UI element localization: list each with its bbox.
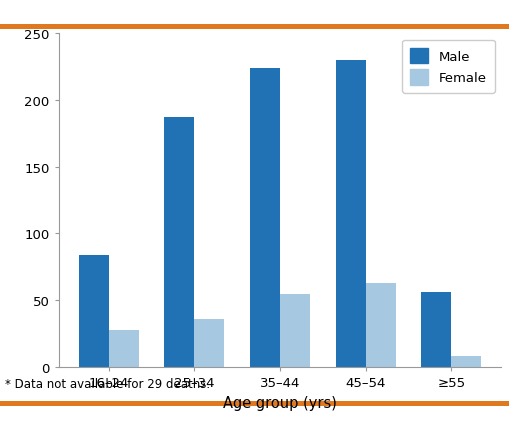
Text: * Data not available for 29 deaths.: * Data not available for 29 deaths. — [5, 377, 210, 391]
Text: Source: MMWR © 2008 Centers for Disease Control and Prevention (CDC): Source: MMWR © 2008 Centers for Disease … — [74, 412, 435, 421]
Bar — [164, 118, 194, 367]
Bar — [79, 255, 108, 367]
Bar — [0, 25, 509, 30]
Bar — [365, 283, 395, 367]
Bar — [250, 69, 280, 367]
Bar — [335, 60, 365, 367]
X-axis label: Age group (yrs): Age group (yrs) — [223, 394, 337, 410]
Bar — [280, 294, 310, 367]
Text: Medscape®: Medscape® — [6, 5, 94, 18]
Bar — [108, 330, 138, 367]
Legend: Male, Female: Male, Female — [402, 40, 495, 93]
Bar — [421, 293, 451, 367]
Bar — [194, 319, 224, 367]
Bar — [451, 357, 481, 367]
Text: www.medscape.com: www.medscape.com — [149, 5, 278, 18]
Bar — [0, 401, 509, 406]
